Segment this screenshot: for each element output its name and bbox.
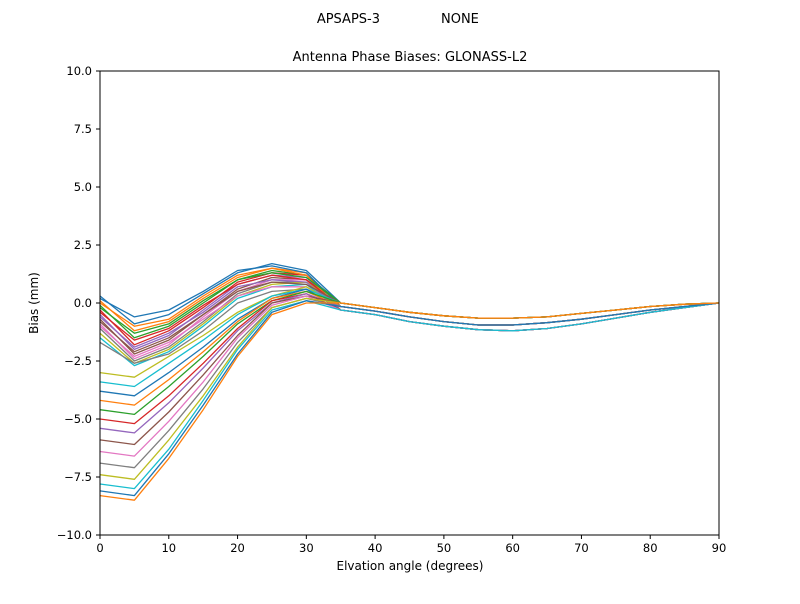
y-tick-label: 7.5 xyxy=(74,122,92,136)
x-tick-label: 60 xyxy=(505,541,520,555)
y-tick-label: −7.5 xyxy=(64,470,92,484)
y-tick-label: −10.0 xyxy=(57,528,92,542)
x-tick-label: 10 xyxy=(161,541,176,555)
x-tick-label: 0 xyxy=(96,541,103,555)
x-tick-label: 70 xyxy=(574,541,589,555)
series-line-31 xyxy=(99,302,720,501)
series-group xyxy=(99,262,720,501)
y-axis-ticks: −10.0 −7.5 −5.0 −2.5 0.0 2.5 5.0 7.5 10.0 xyxy=(57,64,100,542)
series-line-2 xyxy=(99,269,720,339)
y-tick-label: 2.5 xyxy=(74,238,92,252)
suptitle-right: NONE xyxy=(441,12,479,27)
chart-title: Antenna Phase Biases: GLONASS-L2 xyxy=(293,50,528,65)
x-tick-label: 90 xyxy=(712,541,727,555)
y-tick-label: 10.0 xyxy=(66,64,92,78)
y-tick-label: −5.0 xyxy=(64,412,92,426)
x-tick-label: 20 xyxy=(230,541,245,555)
y-tick-label: 0.0 xyxy=(74,296,92,310)
y-tick-label: 5.0 xyxy=(74,180,92,194)
x-axis-label: Elvation angle (degrees) xyxy=(337,559,484,573)
series-line-27 xyxy=(99,297,720,469)
x-axis-ticks: 0 10 20 30 40 50 60 70 80 90 xyxy=(96,535,726,555)
x-tick-label: 80 xyxy=(643,541,658,555)
series-line-30 xyxy=(99,300,720,497)
series-line-29 xyxy=(99,300,720,490)
suptitle-left: APSAPS-3 xyxy=(317,12,380,27)
x-tick-label: 50 xyxy=(437,541,452,555)
x-tick-label: 40 xyxy=(368,541,383,555)
y-axis-label: Bias (mm) xyxy=(27,272,41,334)
series-line-26 xyxy=(99,295,720,457)
x-tick-label: 30 xyxy=(299,541,314,555)
y-tick-label: −2.5 xyxy=(64,354,92,368)
